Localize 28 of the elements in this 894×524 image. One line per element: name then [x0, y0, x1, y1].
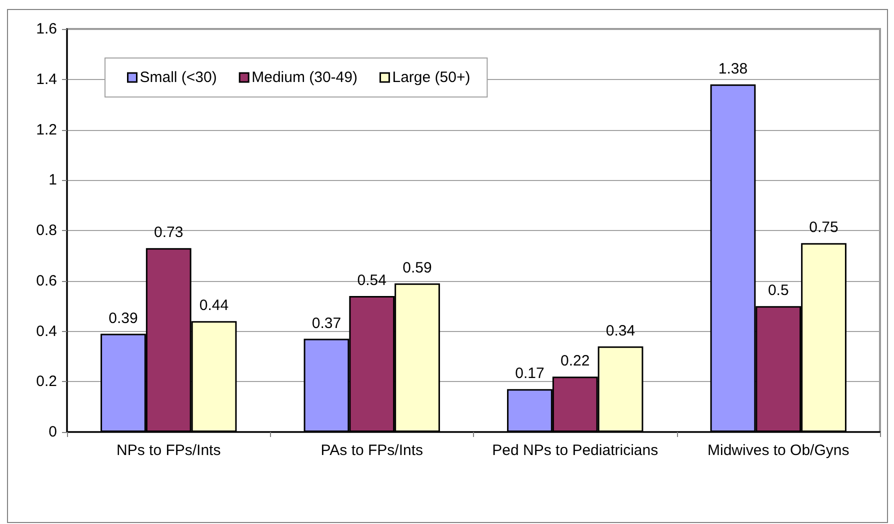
y-tick-label: 1.6 — [36, 20, 57, 38]
data-label: 0.73 — [154, 224, 184, 242]
y-tick-label: 1 — [48, 172, 57, 189]
data-label: 0.22 — [560, 352, 590, 370]
y-tick-label: 0.2 — [36, 373, 57, 390]
legend-label: Large (50+) — [392, 69, 470, 86]
data-label: 0.54 — [357, 272, 386, 289]
legend-label: Small (<30) — [140, 69, 217, 86]
data-label: 0.34 — [606, 322, 636, 340]
x-tick-label: PAs to FPs/Ints — [320, 442, 424, 459]
x-tick-label: Midwives to Ob/Gyns — [708, 442, 850, 459]
data-label: 1.38 — [718, 60, 748, 78]
y-tick-label: 1.2 — [36, 121, 57, 138]
y-tick-label: 1.4 — [36, 70, 57, 88]
y-tick-label: 0 — [48, 424, 57, 440]
data-label: 0.39 — [108, 310, 138, 327]
y-tick-label: 0.8 — [36, 222, 57, 239]
x-tick-label: Ped NPs to Pediatricians — [492, 442, 658, 459]
x-tick-label: NPs to FPs/Ints — [116, 442, 221, 459]
data-label: 0.37 — [312, 314, 342, 332]
y-tick-label: 0.6 — [36, 272, 57, 290]
y-tick-label: 0.4 — [36, 322, 57, 340]
data-label: 0.5 — [768, 282, 789, 300]
data-label: 0.44 — [199, 297, 229, 314]
data-label: 0.59 — [402, 259, 432, 276]
data-label: 0.17 — [515, 365, 544, 382]
legend-label: Medium (30-49) — [252, 69, 358, 86]
data-label: 0.75 — [809, 219, 838, 236]
